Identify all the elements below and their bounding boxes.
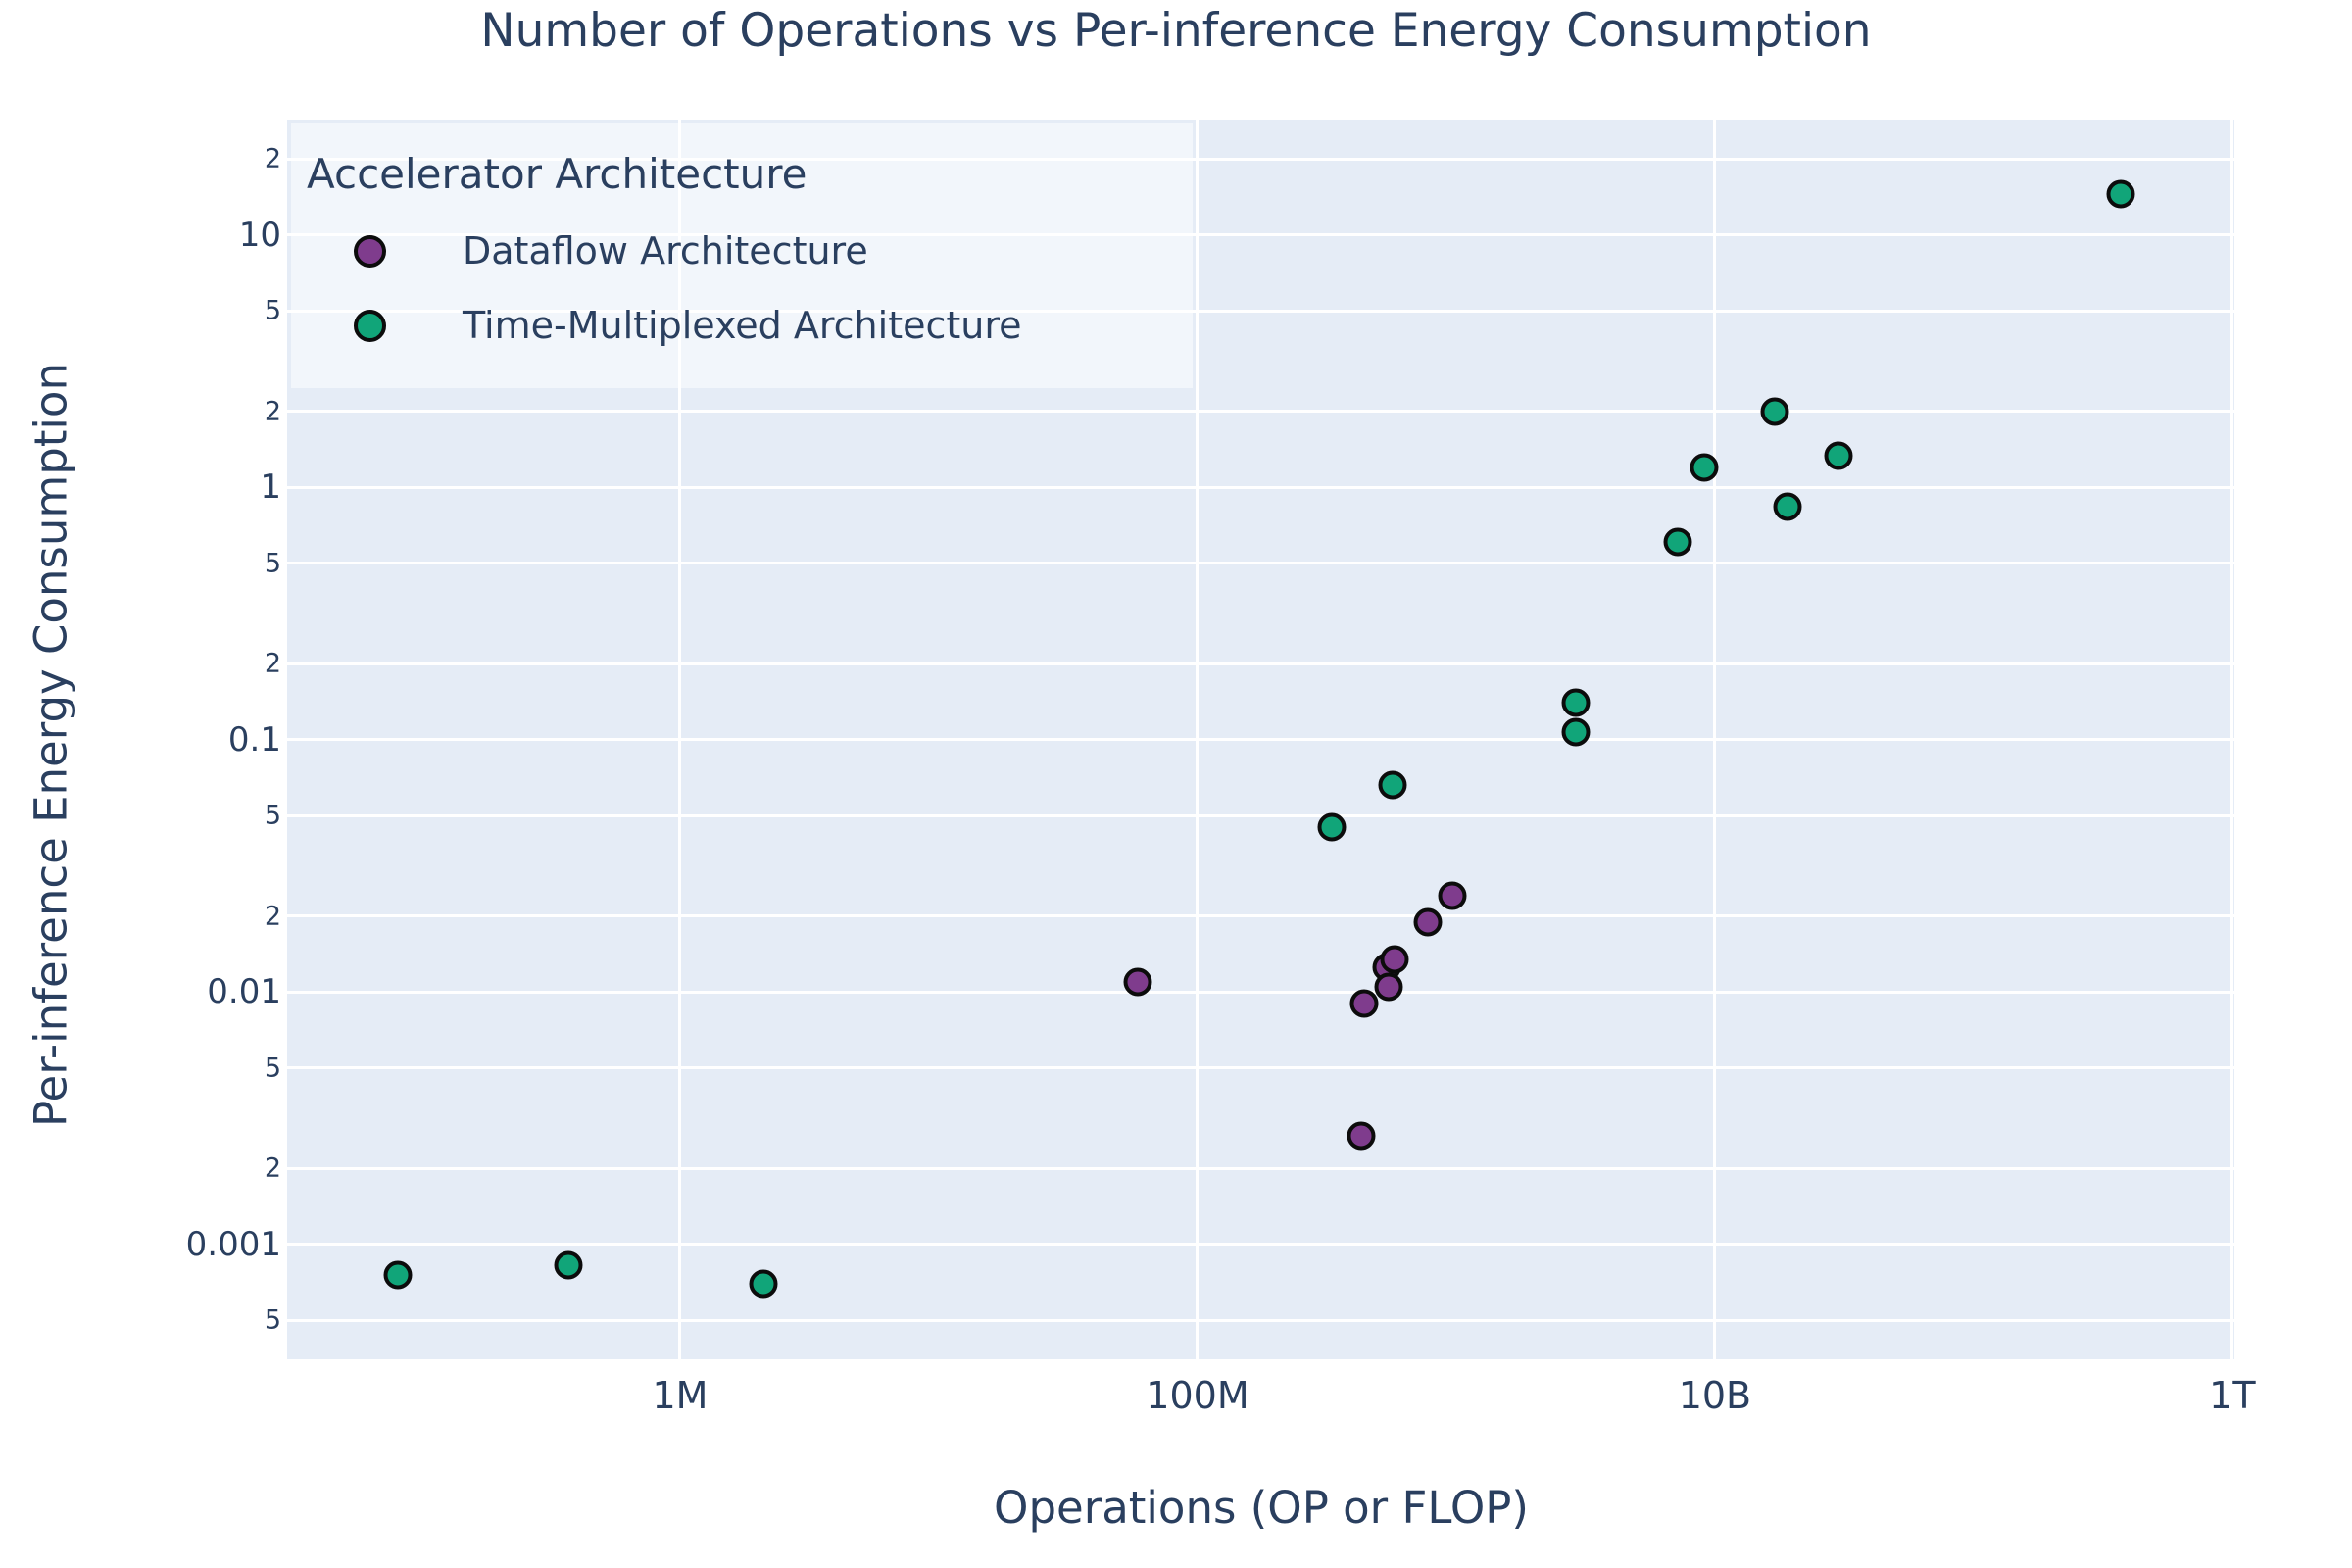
y-tick-label: 5 <box>264 1053 281 1084</box>
y-gridline <box>287 813 2234 817</box>
y-tick-label: 2 <box>264 396 281 427</box>
x-tick-label: 100M <box>1146 1374 1250 1417</box>
y-gridline <box>287 1166 2234 1170</box>
data-point-time-multiplexed-architecture[interactable] <box>749 1269 778 1298</box>
y-gridline <box>287 662 2234 665</box>
y-gridline <box>287 309 2234 313</box>
chart-title: Number of Operations vs Per-inference En… <box>480 4 1872 58</box>
data-point-dataflow-architecture[interactable] <box>1438 881 1467 910</box>
data-point-dataflow-architecture[interactable] <box>1374 972 1403 1002</box>
y-tick-label: 0.1 <box>227 719 281 760</box>
data-point-time-multiplexed-architecture[interactable] <box>1773 492 1801 521</box>
y-tick-label: 2 <box>264 648 281 679</box>
y-gridline <box>287 233 2234 237</box>
data-point-dataflow-architecture[interactable] <box>1347 1121 1376 1151</box>
data-point-dataflow-architecture[interactable] <box>1380 945 1409 974</box>
y-gridline <box>287 485 2234 489</box>
y-tick-label: 10 <box>238 215 281 255</box>
data-point-time-multiplexed-architecture[interactable] <box>554 1250 583 1280</box>
y-gridline <box>287 738 2234 742</box>
legend-item-dataflow[interactable]: Dataflow Architecture <box>291 214 1193 288</box>
x-gridline <box>678 120 682 1359</box>
legend-items: Dataflow Architecture Time-Multiplexed A… <box>291 214 1193 363</box>
data-point-time-multiplexed-architecture[interactable] <box>2106 179 2135 209</box>
y-gridline <box>287 990 2234 994</box>
x-tick-label: 1T <box>2209 1374 2256 1417</box>
y-gridline <box>287 1318 2234 1322</box>
y-gridline <box>287 914 2234 918</box>
data-point-time-multiplexed-architecture[interactable] <box>383 1260 413 1290</box>
data-point-time-multiplexed-architecture[interactable] <box>1378 770 1407 800</box>
data-point-dataflow-architecture[interactable] <box>1413 907 1443 937</box>
data-point-time-multiplexed-architecture[interactable] <box>1561 688 1591 717</box>
x-axis-title: Operations (OP or FLOP) <box>994 1482 1529 1534</box>
x-gridline <box>1196 120 1200 1359</box>
y-tick-label: 2 <box>264 1152 281 1184</box>
data-point-time-multiplexed-architecture[interactable] <box>1561 717 1591 747</box>
data-point-time-multiplexed-architecture[interactable] <box>1690 453 1719 482</box>
legend-label-time-multiplexed: Time-Multiplexed Architecture <box>463 304 1022 347</box>
y-tick-label: 2 <box>264 901 281 932</box>
data-point-time-multiplexed-architecture[interactable] <box>1317 812 1347 842</box>
time-multiplexed-marker-icon <box>354 309 386 342</box>
legend: Accelerator Architecture Dataflow Archit… <box>291 123 1193 388</box>
y-tick-label: 1 <box>260 467 281 508</box>
data-point-dataflow-architecture[interactable] <box>1349 989 1379 1018</box>
data-point-time-multiplexed-architecture[interactable] <box>1824 441 1853 470</box>
data-point-time-multiplexed-architecture[interactable] <box>1760 397 1789 426</box>
y-gridline <box>287 1243 2234 1247</box>
x-gridline <box>1713 120 1717 1359</box>
legend-title: Accelerator Architecture <box>307 150 808 198</box>
legend-item-time-multiplexed[interactable]: Time-Multiplexed Architecture <box>291 288 1193 363</box>
x-tick-label: 1M <box>652 1374 709 1417</box>
y-tick-label: 5 <box>264 548 281 579</box>
y-gridline <box>287 562 2234 565</box>
y-axis-title: Per-inference Energy Consumption <box>24 363 77 1127</box>
y-tick-label: 5 <box>264 1304 281 1336</box>
x-gridline <box>2230 120 2234 1359</box>
y-gridline <box>287 1066 2234 1070</box>
legend-label-dataflow: Dataflow Architecture <box>463 229 868 272</box>
y-tick-label: 0.01 <box>207 972 281 1012</box>
y-tick-label: 5 <box>264 800 281 831</box>
data-point-time-multiplexed-architecture[interactable] <box>1663 527 1692 557</box>
data-point-dataflow-architecture[interactable] <box>1123 967 1152 997</box>
y-tick-label: 5 <box>264 295 281 326</box>
y-gridline <box>287 410 2234 414</box>
y-gridline <box>287 157 2234 161</box>
x-tick-label: 10B <box>1678 1374 1752 1417</box>
y-tick-label: 0.001 <box>185 1224 281 1264</box>
dataflow-marker-icon <box>354 234 386 268</box>
y-tick-label: 2 <box>264 143 281 174</box>
